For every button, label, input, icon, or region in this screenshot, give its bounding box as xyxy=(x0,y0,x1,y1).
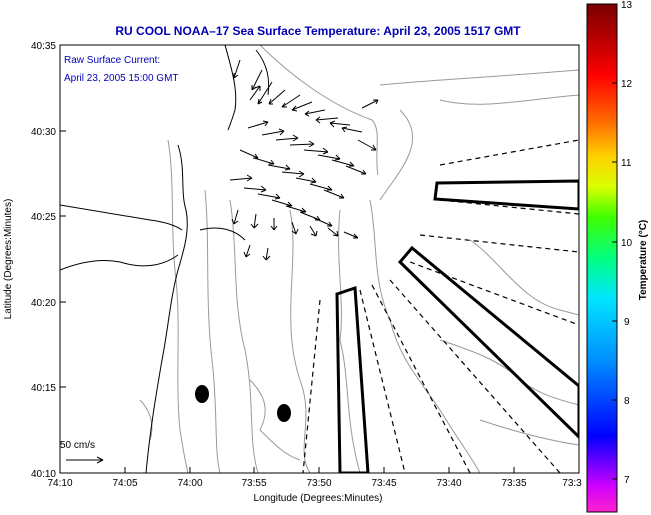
y-tick-label: 40:20 xyxy=(31,298,56,309)
colorbar-title: Temperature (°C) xyxy=(638,220,649,301)
colorbar-tick-label: 8 xyxy=(624,396,630,407)
y-tick-label: 40:30 xyxy=(31,127,56,138)
coastline xyxy=(60,45,270,473)
colorbar xyxy=(586,3,618,513)
annotation-line-1: Raw Surface Current: xyxy=(64,55,160,66)
colorbar-tick-label: 7 xyxy=(624,475,630,486)
y-axis-label: Latitude (Degrees:Minutes) xyxy=(3,199,14,320)
y-tick-label: 40:25 xyxy=(31,212,56,223)
plot-frame xyxy=(59,44,580,474)
coverage-boundaries xyxy=(302,139,579,473)
x-tick-label: 73:3 xyxy=(562,478,582,489)
annotation-line-2: April 23, 2005 15:00 GMT xyxy=(64,73,179,84)
station-marker xyxy=(277,404,291,422)
x-tick-label: 73:40 xyxy=(436,478,461,489)
x-tick-label: 73:50 xyxy=(306,478,331,489)
scale-label: 50 cm/s xyxy=(60,440,95,451)
bathymetry-contours xyxy=(139,45,579,473)
colorbar-tick-label: 9 xyxy=(624,317,630,328)
x-tick-label: 74:00 xyxy=(177,478,202,489)
scale-arrow xyxy=(66,456,104,464)
colorbar-tick-label: 12 xyxy=(621,79,633,90)
x-axis-label: Longitude (Degrees:Minutes) xyxy=(254,493,383,504)
map-contents xyxy=(60,45,579,473)
x-tick-label: 74:10 xyxy=(47,478,72,489)
map-title: RU COOL NOAA–17 Sea Surface Temperature:… xyxy=(115,24,521,38)
x-tick-label: 73:45 xyxy=(371,478,396,489)
surface-current-vectors xyxy=(229,59,379,261)
y-tick-label: 40:10 xyxy=(31,469,56,480)
y-tick-label: 40:35 xyxy=(31,41,56,52)
x-tick-label: 74:05 xyxy=(112,478,137,489)
colorbar-tick-label: 10 xyxy=(621,238,633,249)
colorbar-tick-label: 13 xyxy=(621,0,633,11)
colorbar-tick-label: 11 xyxy=(621,158,632,169)
station-marker xyxy=(195,385,209,403)
x-tick-label: 73:55 xyxy=(241,478,266,489)
x-tick-label: 73:35 xyxy=(501,478,526,489)
axis-tick-marks xyxy=(59,44,580,474)
radar-sectors xyxy=(335,179,579,473)
colorbar-ticks xyxy=(612,3,617,480)
y-tick-label: 40:15 xyxy=(31,383,56,394)
